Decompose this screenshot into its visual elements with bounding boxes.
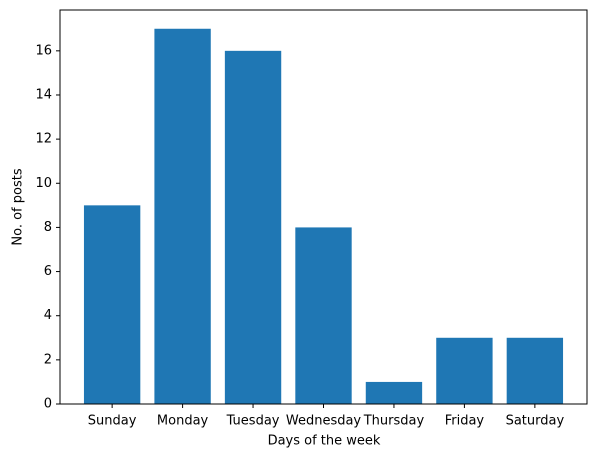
x-axis-label: Days of the week bbox=[268, 434, 381, 449]
x-tick-label: Thursday bbox=[363, 414, 425, 429]
y-tick-label: 0 bbox=[44, 397, 52, 412]
plot-frame bbox=[59, 9, 588, 405]
bar bbox=[365, 381, 423, 404]
bar bbox=[295, 227, 352, 404]
y-tick-label: 16 bbox=[35, 43, 52, 58]
y-axis-label: No. of posts bbox=[11, 168, 26, 245]
bar bbox=[83, 205, 141, 404]
y-tick-label: 12 bbox=[35, 132, 52, 147]
x-tick-label: Saturday bbox=[506, 414, 565, 429]
y-tick-label: 14 bbox=[35, 87, 52, 102]
x-tick-label: Sunday bbox=[88, 414, 137, 429]
bar bbox=[436, 337, 493, 404]
bar bbox=[154, 28, 211, 405]
y-tick-label: 6 bbox=[44, 264, 52, 279]
y-tick-label: 10 bbox=[35, 176, 52, 191]
y-tick-label: 2 bbox=[44, 352, 52, 367]
x-tick-label: Tuesday bbox=[226, 414, 280, 429]
x-tick-label: Friday bbox=[445, 414, 485, 429]
bar bbox=[224, 50, 282, 405]
x-tick-label: Wednesday bbox=[286, 414, 362, 429]
x-tick-label: Monday bbox=[157, 414, 209, 429]
y-tick-label: 8 bbox=[44, 220, 52, 235]
bar bbox=[506, 337, 564, 404]
y-tick-label: 4 bbox=[44, 308, 52, 323]
